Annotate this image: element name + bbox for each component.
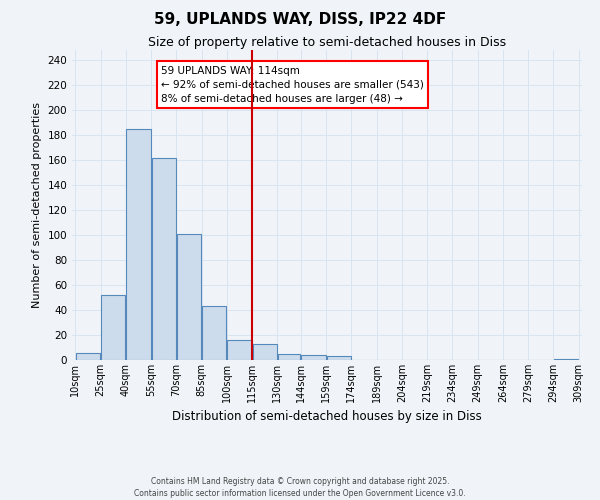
Text: 59, UPLANDS WAY, DISS, IP22 4DF: 59, UPLANDS WAY, DISS, IP22 4DF	[154, 12, 446, 28]
Bar	[177, 234, 201, 360]
Text: 59 UPLANDS WAY: 114sqm
← 92% of semi-detached houses are smaller (543)
8% of sem: 59 UPLANDS WAY: 114sqm ← 92% of semi-det…	[161, 66, 424, 104]
Y-axis label: Number of semi-detached properties: Number of semi-detached properties	[32, 102, 42, 308]
Bar	[554, 359, 578, 360]
Bar	[126, 128, 151, 360]
Bar	[253, 344, 277, 360]
X-axis label: Distribution of semi-detached houses by size in Diss: Distribution of semi-detached houses by …	[172, 410, 482, 424]
Bar	[227, 340, 251, 360]
Bar	[76, 352, 100, 360]
Bar	[301, 355, 326, 360]
Bar	[202, 306, 226, 360]
Bar	[326, 356, 351, 360]
Bar	[152, 158, 176, 360]
Bar	[101, 295, 125, 360]
Title: Size of property relative to semi-detached houses in Diss: Size of property relative to semi-detach…	[148, 36, 506, 49]
Text: Contains HM Land Registry data © Crown copyright and database right 2025.
Contai: Contains HM Land Registry data © Crown c…	[134, 476, 466, 498]
Bar	[278, 354, 301, 360]
